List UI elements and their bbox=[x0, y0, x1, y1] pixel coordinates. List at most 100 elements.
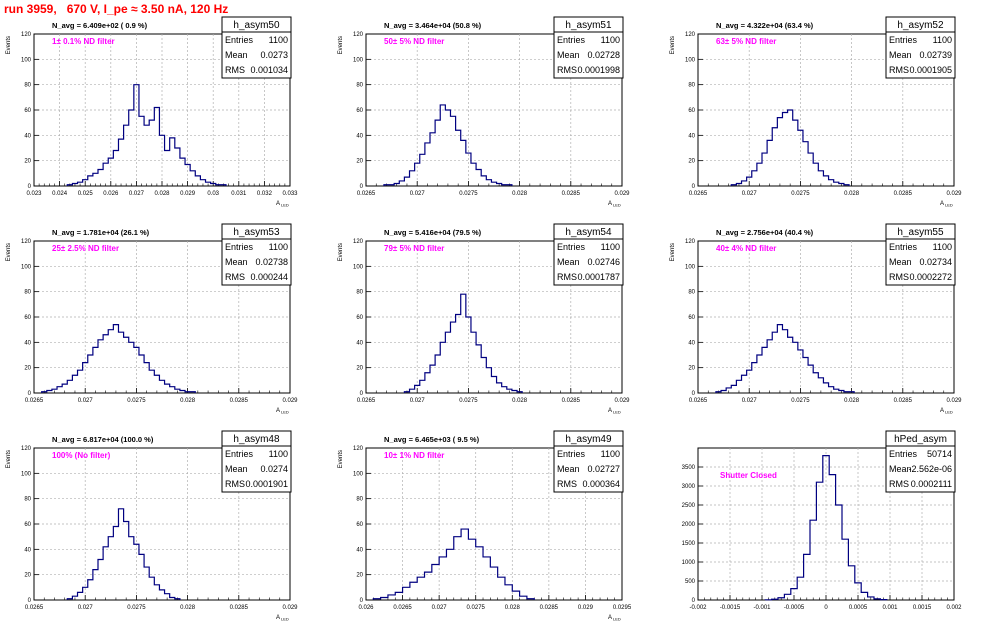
histogram-bar bbox=[813, 163, 818, 186]
panel-h_asym49: 0.026 0.0265 0.027 0.0275 0.028 0.0285 0.029 0.… bbox=[338, 430, 632, 622]
x-tick-label: 0.031 bbox=[231, 191, 247, 197]
histogram-bar bbox=[752, 363, 757, 393]
y-tick-label: 40 bbox=[24, 547, 31, 553]
stats-value: 0.0002272 bbox=[909, 272, 952, 282]
histogram-bar bbox=[88, 580, 93, 600]
navg-label: N_avg = 2.756e+04 (40.4 %) bbox=[716, 228, 814, 237]
y-tick-label: 60 bbox=[24, 108, 31, 114]
y-axis-label: Events bbox=[338, 450, 344, 468]
histogram-bar bbox=[180, 158, 185, 186]
x-tick-label: 0.027 bbox=[742, 191, 758, 197]
panel-hPed_asym: -0.002 -0.0015 -0.001 -0.0005 0 0.0005 0.001 0.… bbox=[682, 430, 962, 611]
x-tick-label: 0.029 bbox=[282, 605, 298, 611]
y-tick-label: 120 bbox=[353, 239, 364, 245]
histogram-bar bbox=[456, 314, 461, 393]
histogram-bar bbox=[486, 180, 491, 186]
y-tick-label: 20 bbox=[356, 366, 363, 372]
x-axis-label: ALED bbox=[276, 408, 289, 415]
histogram-bar bbox=[439, 557, 446, 600]
histogram-bar bbox=[762, 347, 767, 393]
y-tick-label: 0 bbox=[28, 598, 32, 604]
stats-label: Mean bbox=[225, 257, 248, 267]
histogram-outline bbox=[730, 109, 850, 186]
stats-value: 0.000244 bbox=[250, 272, 288, 282]
histogram-bar bbox=[200, 180, 205, 186]
histogram-bar bbox=[139, 116, 144, 186]
histogram-bar bbox=[816, 482, 822, 600]
histogram-bar bbox=[836, 505, 842, 600]
histogram-bar bbox=[103, 335, 108, 393]
x-tick-label: 0.0265 bbox=[689, 398, 708, 404]
histogram-bar bbox=[736, 380, 741, 393]
histogram-bar bbox=[797, 577, 803, 600]
y-tick-label: 100 bbox=[21, 57, 32, 63]
histogram-bar bbox=[124, 125, 129, 186]
histogram-bar bbox=[497, 383, 502, 393]
x-tick-label: 0.0265 bbox=[357, 191, 376, 197]
y-tick-label: 40 bbox=[24, 340, 31, 346]
histogram-bar bbox=[440, 342, 445, 393]
stats-value: 0.02727 bbox=[587, 464, 620, 474]
y-tick-label: 0 bbox=[360, 184, 364, 190]
histogram-outline bbox=[383, 104, 513, 186]
histogram-bar bbox=[468, 539, 475, 600]
histogram-bar bbox=[440, 105, 445, 186]
y-tick-label: 40 bbox=[356, 133, 363, 139]
histogram-bar bbox=[803, 142, 808, 186]
stats-label: Entries bbox=[557, 35, 586, 45]
histogram-bar bbox=[788, 110, 793, 186]
histogram-bar bbox=[425, 373, 430, 393]
histogram-bar bbox=[134, 85, 139, 186]
histogram-bar bbox=[129, 110, 134, 186]
x-tick-label: 0.027 bbox=[742, 398, 758, 404]
x-tick-label: 0.0005 bbox=[849, 605, 868, 611]
histogram-bar bbox=[757, 163, 762, 186]
y-tick-label: 0 bbox=[28, 391, 32, 397]
histogram-bar bbox=[108, 158, 113, 186]
stats-label: Mean bbox=[889, 464, 912, 474]
x-tick-label: 0.0265 bbox=[393, 605, 412, 611]
histogram-bar bbox=[154, 585, 159, 600]
navg-label: N_avg = 5.416e+04 (79.5 %) bbox=[384, 228, 482, 237]
y-tick-label: 80 bbox=[356, 83, 363, 89]
histogram-bar bbox=[415, 163, 420, 186]
histogram-bar bbox=[798, 130, 803, 186]
y-tick-label: 120 bbox=[685, 239, 696, 245]
histogram-bar bbox=[149, 120, 154, 186]
histogram-bar bbox=[813, 373, 818, 393]
y-tick-label: 20 bbox=[688, 159, 695, 165]
y-tick-label: 1500 bbox=[682, 541, 696, 547]
histogram-bar bbox=[823, 456, 829, 600]
histogram-bar bbox=[88, 355, 93, 393]
y-tick-label: 60 bbox=[688, 108, 695, 114]
stats-label: Entries bbox=[225, 449, 254, 459]
x-axis-label: ALED bbox=[608, 615, 621, 622]
y-tick-label: 40 bbox=[356, 547, 363, 553]
y-tick-label: 40 bbox=[688, 133, 695, 139]
histogram-bar bbox=[395, 592, 402, 600]
histogram-bar bbox=[483, 557, 490, 600]
y-tick-label: 100 bbox=[21, 264, 32, 270]
y-tick-label: 0 bbox=[28, 184, 32, 190]
navg-label: N_avg = 6.465e+03 ( 9.5 %) bbox=[384, 435, 480, 444]
histogram-bar bbox=[134, 347, 139, 393]
x-tick-label: 0.029 bbox=[578, 605, 594, 611]
y-tick-label: 3000 bbox=[682, 484, 696, 490]
y-tick-label: 100 bbox=[353, 57, 364, 63]
histogram-bar bbox=[767, 140, 772, 186]
histogram-bar bbox=[165, 594, 170, 600]
y-tick-label: 60 bbox=[24, 315, 31, 321]
histogram-bar bbox=[823, 176, 828, 186]
histogram-name: h_asym49 bbox=[565, 434, 612, 445]
histogram-bar bbox=[752, 171, 757, 186]
y-tick-label: 60 bbox=[356, 522, 363, 528]
histogram-bar bbox=[767, 340, 772, 393]
histogram-bar bbox=[808, 365, 813, 393]
histogram-bar bbox=[435, 120, 440, 186]
histogram-bar bbox=[185, 164, 190, 186]
x-tick-label: 0.0285 bbox=[540, 605, 559, 611]
histogram-bar bbox=[170, 138, 175, 186]
x-tick-label: 0.0265 bbox=[25, 398, 44, 404]
histogram-bar bbox=[456, 130, 461, 186]
